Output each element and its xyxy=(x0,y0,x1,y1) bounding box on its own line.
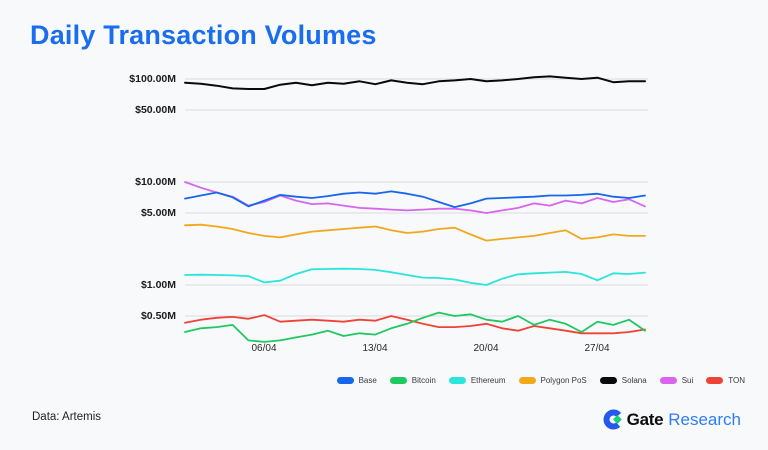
chart-legend: Base Bitcoin Ethereum Polygon PoS Solana Sui T… xyxy=(336,374,745,386)
legend-swatch xyxy=(336,376,354,384)
y-axis-tick: $10.00M xyxy=(135,176,176,188)
legend-swatch xyxy=(706,376,724,384)
page-title: Daily Transaction Volumes xyxy=(30,20,377,50)
y-axis-tick: $1.00M xyxy=(140,279,176,291)
legend-label: TON xyxy=(728,375,745,385)
gate-logo-icon xyxy=(603,409,624,430)
series-line-ethereum xyxy=(184,267,646,286)
data-source-label: Data: Artemis xyxy=(32,411,102,423)
legend-item-bitcoin: Bitcoin xyxy=(389,375,436,385)
legend-label: Solana xyxy=(621,375,647,385)
x-axis-tick: 06/04 xyxy=(251,343,277,354)
legend-swatch xyxy=(599,376,617,384)
x-axis-tick: 27/04 xyxy=(584,343,610,354)
legend-swatch xyxy=(518,376,536,384)
legend-label: Polygon PoS xyxy=(540,375,587,385)
series-line-ton xyxy=(184,314,646,335)
legend-item-sui: Sui xyxy=(659,375,694,385)
legend-swatch xyxy=(659,376,677,384)
y-axis-tick: $5.00M xyxy=(140,207,176,219)
series-line-bitcoin xyxy=(184,311,646,343)
x-axis-tick: 13/04 xyxy=(362,343,388,354)
y-axis-tick: $50.00M xyxy=(135,104,176,116)
legend-swatch xyxy=(448,376,466,384)
legend-item-solana: Solana xyxy=(599,375,647,385)
logo-text-research: Research xyxy=(668,409,741,429)
logo-text-gate: Gate xyxy=(626,409,664,429)
legend-item-base: Base xyxy=(336,375,377,385)
legend-swatch xyxy=(389,376,407,384)
legend-label: Base xyxy=(358,375,377,385)
series-line-polygon-pos xyxy=(184,223,646,242)
legend-label: Bitcoin xyxy=(411,375,436,385)
x-axis-tick: 20/04 xyxy=(473,343,499,354)
y-axis-tick: $0.50M xyxy=(140,310,176,322)
legend-label: Ethereum xyxy=(470,375,506,385)
y-axis-tick: $100.00M xyxy=(129,73,176,85)
legend-item-ton: TON xyxy=(706,376,745,385)
legend-item-polygon-pos: Polygon PoS xyxy=(518,375,587,385)
series-line-base xyxy=(184,190,646,209)
series-line-sui xyxy=(184,181,646,214)
gate-research-logo: Gate Research xyxy=(603,409,741,430)
legend-item-ethereum: Ethereum xyxy=(448,375,506,385)
legend-label: Sui xyxy=(681,375,694,385)
series-line-solana xyxy=(184,75,646,90)
